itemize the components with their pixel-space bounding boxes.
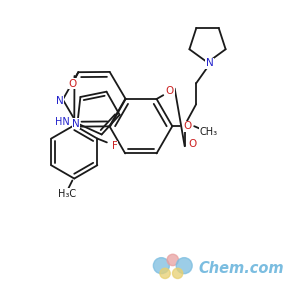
Circle shape <box>176 258 192 274</box>
Text: O: O <box>68 79 77 88</box>
Text: O: O <box>183 121 192 131</box>
Text: F: F <box>112 141 117 151</box>
Text: N: N <box>206 58 213 68</box>
Circle shape <box>160 268 170 278</box>
Circle shape <box>153 258 169 274</box>
Text: N: N <box>72 119 80 129</box>
Circle shape <box>172 268 183 278</box>
Text: N: N <box>56 96 64 106</box>
Text: H₃C: H₃C <box>58 189 76 199</box>
Text: CH₃: CH₃ <box>200 127 217 137</box>
Text: HN: HN <box>55 117 70 127</box>
Circle shape <box>167 254 178 266</box>
Text: Chem.com: Chem.com <box>199 261 284 276</box>
Text: O: O <box>188 139 196 149</box>
Text: O: O <box>166 86 174 96</box>
